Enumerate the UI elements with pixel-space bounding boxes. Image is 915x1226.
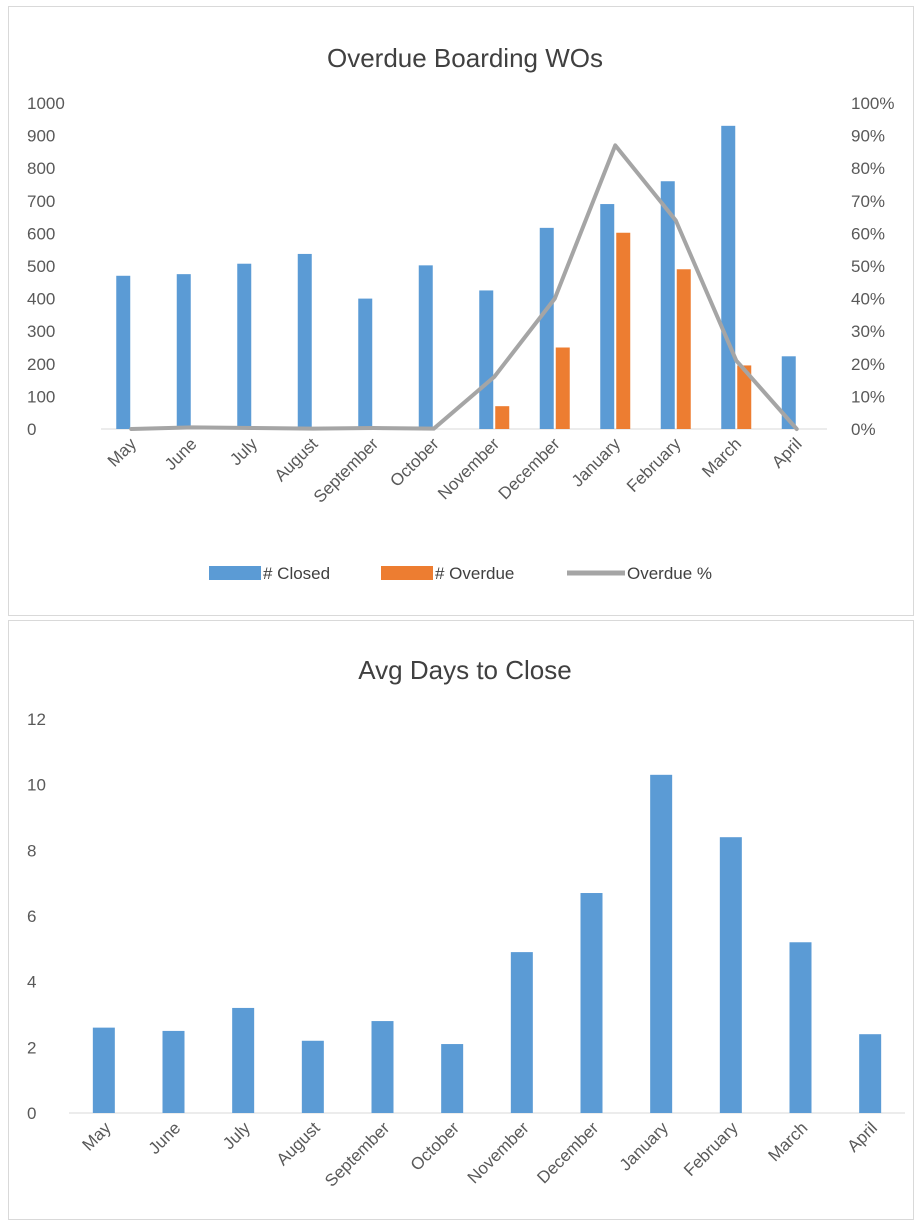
bar-avg-days — [650, 774, 673, 1113]
x-tick-label: November — [464, 1118, 533, 1187]
overdue-boarding-chart: Overdue Boarding WOs 0 100 200 300 400 500 600… — [27, 43, 894, 583]
line-overdue-pct — [129, 143, 799, 431]
bar-closed — [418, 265, 433, 429]
bar-avg-days — [301, 1040, 324, 1113]
bar-closed — [539, 227, 554, 429]
y-tick-label: 800 — [27, 159, 55, 178]
y2-tick-label: 0% — [851, 420, 876, 439]
bar-avg-days — [789, 942, 812, 1113]
y-tick-label: 100 — [27, 387, 55, 406]
y2-tick-label: 70% — [851, 192, 885, 211]
x-tick-label: July — [219, 1118, 254, 1153]
legend-label-overdue: # Overdue — [435, 564, 514, 583]
bar-avg-days — [162, 1030, 185, 1113]
bar-overdue — [737, 365, 752, 429]
x-tick-label: June — [161, 434, 201, 474]
y2-tick-label: 90% — [851, 127, 885, 146]
bar-avg-days — [510, 952, 533, 1113]
bar-avg-days — [371, 1021, 394, 1113]
legend-label-overdue-pct: Overdue % — [627, 564, 712, 583]
bar-closed — [479, 290, 494, 429]
y-tick-label: 8 — [27, 841, 36, 860]
bar-avg-days — [92, 1027, 115, 1113]
avg-days-chart: Avg Days to Close 0 2 4 6 8 10 12 May June July A… — [27, 655, 905, 1191]
y-tick-label: 0 — [27, 420, 36, 439]
y-tick-label: 6 — [27, 907, 36, 926]
y-tick-label: 600 — [27, 224, 55, 243]
x-tick-label: December — [533, 1118, 602, 1187]
x-tick-label: February — [680, 1118, 742, 1180]
bar-closed — [721, 125, 736, 429]
bar-avg-days — [719, 837, 742, 1113]
bar-overdue — [495, 406, 510, 429]
x-tick-label: October — [386, 434, 442, 490]
chart-legend: # Closed # Overdue Overdue % — [209, 564, 712, 583]
y-tick-label: 900 — [27, 127, 55, 146]
bar-avg-days — [580, 893, 603, 1113]
bar-closed — [600, 204, 615, 429]
x-tick-label: April — [844, 1118, 881, 1155]
chart-panel-avg-days: Avg Days to Close 0 2 4 6 8 10 12 May June July A… — [8, 620, 914, 1220]
bar-overdue — [555, 347, 570, 429]
y2-tick-label: 30% — [851, 322, 885, 341]
y-tick-label: 0 — [27, 1104, 36, 1123]
bar-closed — [781, 356, 796, 429]
x-tick-label: June — [145, 1118, 185, 1158]
y-tick-label: 12 — [27, 710, 46, 729]
bar-overdue — [676, 269, 691, 429]
y-tick-label: 10 — [27, 776, 46, 795]
bar-closed — [358, 298, 373, 429]
x-tick-label: May — [104, 434, 140, 470]
x-tick-label: September — [310, 434, 382, 506]
bar-closed — [297, 253, 312, 429]
x-tick-label: August — [271, 434, 322, 485]
y2-tick-label: 100% — [851, 94, 894, 113]
x-tick-label: October — [407, 1118, 463, 1174]
x-tick-label: April — [768, 434, 805, 471]
bar-overdue — [616, 232, 631, 429]
y-tick-label: 1000 — [27, 94, 65, 113]
chart-title: Avg Days to Close — [358, 655, 571, 685]
y2-tick-label: 10% — [851, 387, 885, 406]
bar-avg-days — [232, 1007, 255, 1113]
bar-closed — [176, 274, 191, 429]
bar-closed — [660, 181, 675, 429]
x-tick-label: May — [79, 1118, 115, 1154]
y2-tick-label: 80% — [851, 159, 885, 178]
y-tick-label: 700 — [27, 192, 55, 211]
chart-title: Overdue Boarding WOs — [327, 43, 603, 73]
chart-panel-overdue-boarding: Overdue Boarding WOs 0 100 200 300 400 500 600… — [8, 6, 914, 616]
y-tick-label: 400 — [27, 290, 55, 309]
x-tick-label: August — [273, 1118, 324, 1169]
bar-closed — [237, 263, 252, 429]
bar-avg-days — [441, 1044, 464, 1113]
x-tick-label: September — [321, 1118, 393, 1190]
x-tick-label: February — [623, 434, 685, 496]
x-tick-label: November — [434, 434, 503, 503]
y2-tick-label: 20% — [851, 355, 885, 374]
y-tick-label: 4 — [27, 973, 36, 992]
x-tick-label: January — [568, 434, 625, 491]
y-tick-label: 500 — [27, 257, 55, 276]
bar-closed — [116, 275, 131, 429]
y-tick-label: 2 — [27, 1038, 36, 1057]
x-tick-label: December — [495, 434, 564, 503]
bar-avg-days — [859, 1034, 882, 1113]
y2-tick-label: 50% — [851, 257, 885, 276]
y-tick-label: 200 — [27, 355, 55, 374]
y2-tick-label: 60% — [851, 224, 885, 243]
y-tick-label: 300 — [27, 322, 55, 341]
x-tick-label: March — [764, 1118, 811, 1165]
x-tick-label: January — [616, 1118, 673, 1175]
x-tick-label: July — [226, 434, 261, 469]
x-tick-label: March — [698, 434, 745, 481]
legend-swatch-closed — [209, 566, 261, 580]
y2-tick-label: 40% — [851, 290, 885, 309]
legend-label-closed: # Closed — [263, 564, 330, 583]
legend-swatch-overdue — [381, 566, 433, 580]
